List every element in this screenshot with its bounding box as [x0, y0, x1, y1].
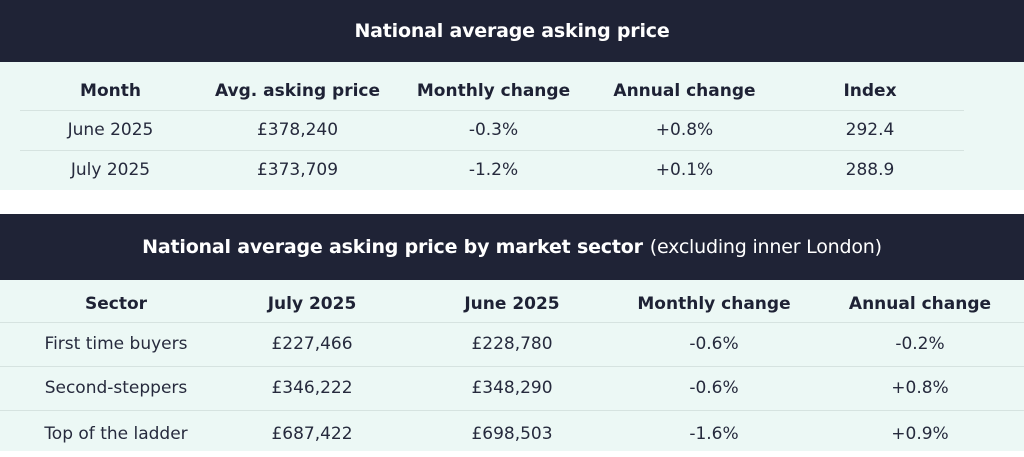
cell-annual-change: +0.8%	[593, 110, 776, 151]
column-header-sector: Sector	[0, 286, 212, 323]
column-header-month: Month	[20, 72, 201, 111]
cell-index: 292.4	[776, 110, 964, 151]
table-row: June 2025 £378,240 -0.3% +0.8% 292.4	[20, 110, 964, 151]
cell-month: June 2025	[20, 110, 201, 151]
column-header-avg-asking-price: Avg. asking price	[201, 72, 394, 111]
cell-monthly-change: -1.6%	[689, 423, 739, 444]
table-row: July 2025 £373,709 -1.2% +0.1% 288.9	[20, 150, 964, 190]
cell-june-2025: £228,780	[412, 322, 612, 367]
table-row: First time buyers £227,466 £228,780 -0.6…	[0, 322, 1024, 367]
cell-month: July 2025	[70, 160, 151, 181]
column-header-monthly-change: Monthly change	[612, 286, 816, 323]
column-header-monthly-change: Monthly change	[394, 72, 593, 111]
column-header-july-2025: July 2025	[212, 286, 412, 323]
cell-july-2025: £346,222	[212, 366, 412, 411]
cell-avg-asking-price: £378,240	[201, 110, 394, 151]
cell-monthly-change: -0.3%	[394, 110, 593, 151]
cell-monthly-change: -0.6%	[612, 366, 816, 411]
table2-title-bar: National average asking price by market …	[0, 214, 1024, 280]
table1-title-bar: National average asking price	[0, 0, 1024, 62]
asking-price-table: Month Avg. asking price Monthly change A…	[20, 72, 964, 190]
column-header-june-2025: June 2025	[412, 286, 612, 323]
cell-july-2025: £227,466	[212, 322, 412, 367]
cell-june-2025: £348,290	[412, 366, 612, 411]
cell-sector: Top of the ladder	[44, 423, 188, 444]
table-row: Second-steppers £346,222 £348,290 -0.6% …	[0, 366, 1024, 411]
column-header-annual-change: Annual change	[593, 72, 776, 111]
cell-annual-change: +0.9%	[891, 423, 949, 444]
cell-avg-asking-price: £373,709	[256, 160, 339, 181]
cell-annual-change: -0.2%	[816, 322, 1024, 367]
cell-july-2025: £687,422	[271, 423, 353, 444]
table-row: Top of the ladder £687,422 £698,503 -1.6…	[0, 410, 1024, 457]
table1-title: National average asking price	[354, 20, 670, 42]
table-header-row: Month Avg. asking price Monthly change A…	[20, 72, 964, 111]
market-sector-table: Sector July 2025 June 2025 Monthly chang…	[0, 286, 1024, 457]
cell-sector: Second-steppers	[0, 366, 212, 411]
table-header-row: Sector July 2025 June 2025 Monthly chang…	[0, 286, 1024, 323]
cell-monthly-change: -1.2%	[468, 160, 519, 181]
cell-annual-change: +0.8%	[816, 366, 1024, 411]
cell-index: 288.9	[845, 160, 895, 181]
cell-june-2025: £698,503	[471, 423, 553, 444]
cell-sector: First time buyers	[0, 322, 212, 367]
cell-annual-change: +0.1%	[655, 160, 714, 181]
column-header-index: Index	[776, 72, 964, 111]
table2-subtitle: (excluding inner London)	[649, 236, 882, 258]
table2-title: National average asking price by market …	[142, 236, 643, 258]
column-header-annual-change: Annual change	[816, 286, 1024, 323]
cell-monthly-change: -0.6%	[612, 322, 816, 367]
